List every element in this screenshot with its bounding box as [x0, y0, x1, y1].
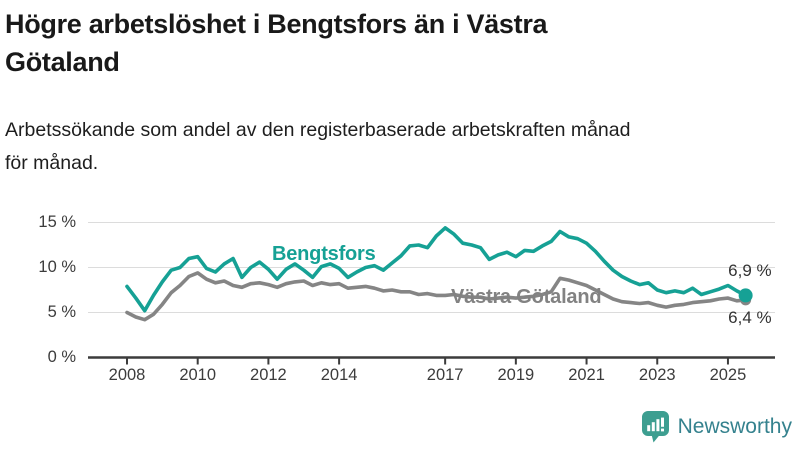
- y-axis-label: 10 %: [38, 257, 76, 276]
- x-axis-label: 2014: [320, 366, 358, 384]
- x-axis-label: 2012: [250, 366, 287, 384]
- x-axis-label: 2025: [709, 366, 747, 384]
- y-axis-label: 0 %: [47, 347, 76, 366]
- x-axis-label: 2010: [179, 366, 217, 384]
- chart-title: Högre arbetslöshet i Bengtsfors än i Väs…: [5, 9, 548, 77]
- series-label-v-stra-g-taland: Västra Götaland: [451, 286, 602, 308]
- chart-subtitle: Arbetssökande som andel av den registerb…: [5, 119, 631, 174]
- x-axis-label: 2019: [497, 366, 535, 384]
- x-axis-label: 2023: [638, 366, 676, 384]
- newsworthy-wordmark: Newsworthy: [677, 414, 792, 438]
- newsworthy-icon: [641, 411, 669, 443]
- end-value-label-bengtsfors: 6,9 %: [728, 261, 772, 281]
- y-axis-label: 15 %: [38, 212, 76, 231]
- x-axis-label: 2008: [108, 366, 146, 384]
- y-axis-label: 5 %: [47, 302, 76, 321]
- newsworthy-logo: Newsworthy: [641, 410, 792, 443]
- series-label-bengtsfors: Bengtsfors: [272, 243, 376, 265]
- x-axis-label: 2021: [568, 366, 605, 384]
- x-axis-label: 2017: [426, 366, 464, 384]
- end-value-label-v-stra-g-taland: 6,4 %: [728, 307, 772, 327]
